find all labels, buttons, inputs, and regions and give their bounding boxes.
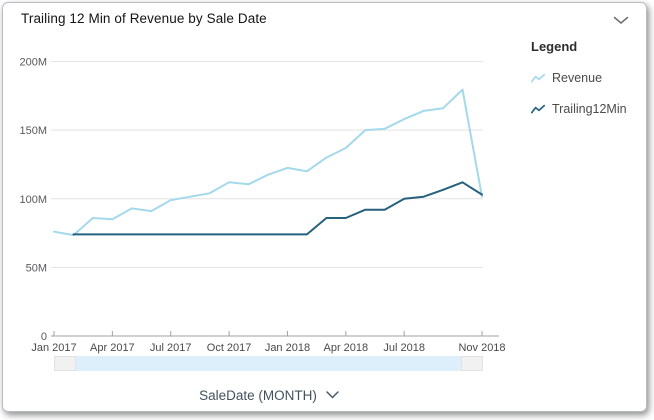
scrollbar-right-handle[interactable] <box>461 356 483 371</box>
y-axis-tick-label: 200M <box>19 57 47 69</box>
x-axis-tick-label: Jul 2017 <box>150 342 192 354</box>
x-axis-tick-label: Jul 2018 <box>383 342 425 354</box>
y-axis-tick-label: 0 <box>41 331 47 343</box>
y-axis-tick-label: 150M <box>19 125 47 137</box>
y-axis-tick-label: 50M <box>26 262 47 274</box>
series-line-revenue <box>53 88 483 237</box>
scrollbar-left-handle[interactable] <box>54 356 76 371</box>
chevron-down-icon <box>326 391 339 399</box>
line-series-icon <box>531 73 545 82</box>
legend-item-trailing12min[interactable]: Trailing12Min <box>531 102 641 116</box>
footer: SaleDate (MONTH) <box>3 381 535 409</box>
chevron-down-icon <box>613 16 629 24</box>
legend: Legend Revenue Trailing12Min <box>531 39 641 116</box>
legend-item-label: Trailing12Min <box>552 102 627 116</box>
y-axis-tick-label: 100M <box>19 194 47 206</box>
legend-item-label: Revenue <box>552 71 603 85</box>
chart-card: Trailing 12 Min of Revenue by Sale Date … <box>2 2 647 412</box>
x-axis-dimension-label: SaleDate (MONTH) <box>199 387 317 403</box>
x-axis-zoom-scrollbar <box>3 356 523 371</box>
x-axis-tick-label: Apr 2017 <box>90 342 135 354</box>
x-axis-tick-label: Oct 2017 <box>207 342 252 354</box>
page-title: Trailing 12 Min of Revenue by Sale Date <box>21 11 267 26</box>
scrollbar-track[interactable] <box>76 356 461 371</box>
legend-item-revenue[interactable]: Revenue <box>531 71 641 85</box>
x-axis-tick-label: Jan 2017 <box>31 342 76 354</box>
x-axis-tick-label: Jan 2018 <box>265 342 310 354</box>
legend-title: Legend <box>531 39 578 54</box>
revenue-trailing-line-chart[interactable]: 0 50M 100M 150M 200M Jan 2017 Apr 2017 Jul 2017… <box>3 3 523 358</box>
series-line-trailing12min <box>72 181 483 236</box>
line-series-icon <box>531 104 545 113</box>
legend-items: Revenue Trailing12Min <box>531 71 641 116</box>
x-axis-tick-label: Nov 2018 <box>458 342 505 354</box>
x-axis-dimension-selector[interactable]: SaleDate (MONTH) <box>199 388 339 403</box>
collapse-button[interactable] <box>608 9 634 31</box>
x-axis-tick-label: Apr 2018 <box>323 342 368 354</box>
